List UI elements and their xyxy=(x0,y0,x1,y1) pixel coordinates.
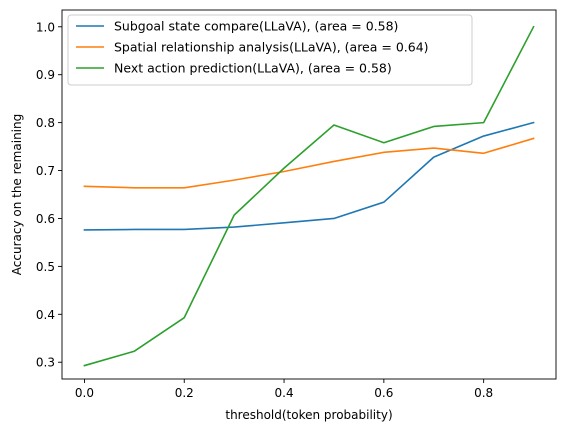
axes-layer: 0.0 0.2 0.4 0.6 0.8 0.3 0.4 0.5 0.6 0.7 0.8 0.9 1.0 xyxy=(36,9,557,400)
x-tick-label: 0.0 xyxy=(75,386,94,400)
x-tick-label: 0.8 xyxy=(474,386,493,400)
y-tick-label: 0.9 xyxy=(36,68,55,82)
x-tick-label: 0.4 xyxy=(275,386,294,400)
legend-entry-2: Spatial relationship analysis(LLaVA), (a… xyxy=(114,40,429,55)
series-line-2 xyxy=(83,137,535,189)
legend: Subgoal state compare(LLaVA), (area = 0.… xyxy=(67,14,473,86)
x-tick-label: 0.2 xyxy=(175,386,194,400)
y-tick-label: 0.4 xyxy=(36,308,55,322)
y-tick-label: 0.6 xyxy=(36,212,55,226)
y-tick-label: 0.8 xyxy=(36,116,55,130)
series-line-3 xyxy=(83,25,535,367)
x-axis-label: threshold(token probability) xyxy=(225,408,392,422)
y-axis-label: Accuracy on the remaining xyxy=(10,114,24,275)
series-layer xyxy=(83,25,535,367)
y-tick-label: 0.7 xyxy=(36,164,55,178)
y-tick-label: 1.0 xyxy=(36,20,55,34)
legend-entry-3: Next action prediction(LLaVA), (area = 0… xyxy=(114,61,392,76)
y-tick-label: 0.3 xyxy=(36,356,55,370)
x-tick-label: 0.6 xyxy=(374,386,393,400)
legend-entry-1: Subgoal state compare(LLaVA), (area = 0.… xyxy=(114,19,398,34)
plot-frame xyxy=(61,9,557,380)
series-line-1 xyxy=(83,121,535,231)
y-tick-label: 0.5 xyxy=(36,260,55,274)
legend-box xyxy=(67,14,473,86)
